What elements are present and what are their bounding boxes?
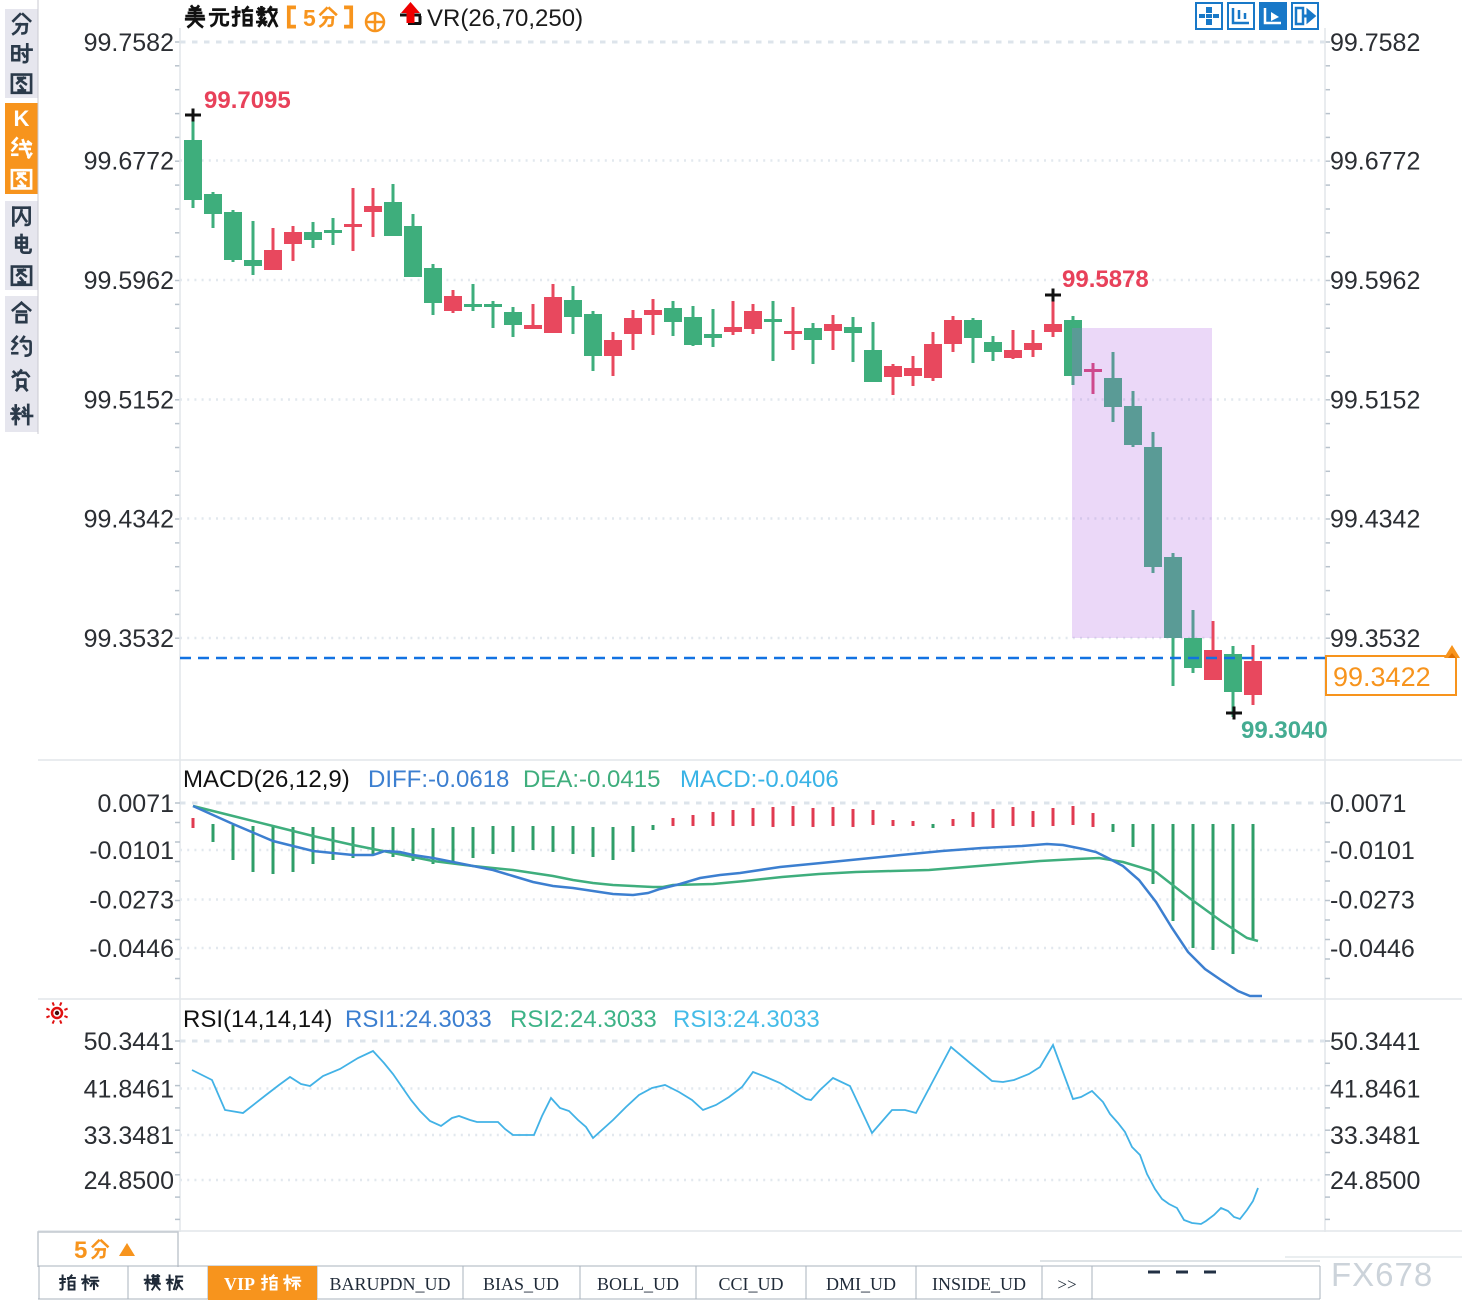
- svg-text:INSIDE_UD: INSIDE_UD: [932, 1274, 1026, 1294]
- svg-text:24.8500: 24.8500: [1330, 1167, 1420, 1195]
- svg-text:-0.0273: -0.0273: [1330, 887, 1415, 915]
- svg-text:33.3481: 33.3481: [1330, 1122, 1420, 1150]
- svg-text:99.5152: 99.5152: [84, 387, 174, 415]
- svg-text:99.3040: 99.3040: [1241, 717, 1328, 744]
- svg-text:99.5962: 99.5962: [1330, 267, 1420, 295]
- svg-text:99.5152: 99.5152: [1330, 387, 1420, 415]
- svg-text:99.6772: 99.6772: [84, 148, 174, 176]
- svg-text:99.5962: 99.5962: [84, 267, 174, 295]
- svg-text:-0.0446: -0.0446: [1330, 935, 1415, 963]
- svg-text:99.3532: 99.3532: [84, 625, 174, 653]
- svg-text:RSI2:24.3033: RSI2:24.3033: [510, 1006, 657, 1033]
- svg-text:DIFF:-0.0618: DIFF:-0.0618: [368, 766, 509, 793]
- svg-text:K: K: [14, 106, 30, 131]
- svg-text:33.3481: 33.3481: [84, 1122, 174, 1150]
- svg-text:99.3532: 99.3532: [1330, 625, 1420, 653]
- svg-text:99.7582: 99.7582: [1330, 29, 1420, 57]
- svg-text:5: 5: [74, 1237, 87, 1264]
- svg-text:BARUPDN_UD: BARUPDN_UD: [329, 1274, 450, 1294]
- svg-text:RSI3:24.3033: RSI3:24.3033: [673, 1006, 820, 1033]
- svg-text:5: 5: [303, 5, 316, 31]
- svg-text:MACD(26,12,9): MACD(26,12,9): [183, 766, 350, 793]
- svg-text:-0.0101: -0.0101: [89, 837, 174, 865]
- svg-text:>>: >>: [1057, 1275, 1076, 1294]
- svg-text:99.3422: 99.3422: [1333, 662, 1431, 692]
- svg-text:VIP: VIP: [224, 1274, 255, 1294]
- svg-text:0.0071: 0.0071: [1330, 790, 1406, 818]
- svg-text:FX678: FX678: [1331, 1256, 1433, 1293]
- svg-text:BIAS_UD: BIAS_UD: [483, 1274, 559, 1294]
- svg-text:99.6772: 99.6772: [1330, 148, 1420, 176]
- svg-text:99.7582: 99.7582: [84, 29, 174, 57]
- svg-text:99.7095: 99.7095: [204, 87, 291, 114]
- svg-text:24.8500: 24.8500: [84, 1167, 174, 1195]
- svg-text:99.4342: 99.4342: [84, 506, 174, 534]
- svg-text:DEA:-0.0415: DEA:-0.0415: [523, 766, 660, 793]
- svg-text:RSI1:24.3033: RSI1:24.3033: [345, 1006, 492, 1033]
- svg-text:50.3441: 50.3441: [84, 1028, 174, 1056]
- svg-text:99.4342: 99.4342: [1330, 506, 1420, 534]
- svg-text:MACD:-0.0406: MACD:-0.0406: [680, 766, 839, 793]
- svg-text:CCI_UD: CCI_UD: [718, 1274, 783, 1294]
- svg-text:-0.0273: -0.0273: [89, 887, 174, 915]
- svg-text:41.8461: 41.8461: [1330, 1076, 1420, 1104]
- svg-text:-0.0446: -0.0446: [89, 935, 174, 963]
- svg-text:-0.0101: -0.0101: [1330, 837, 1415, 865]
- svg-text:BOLL_UD: BOLL_UD: [597, 1274, 679, 1294]
- svg-text:RSI(14,14,14): RSI(14,14,14): [183, 1006, 332, 1033]
- svg-text:50.3441: 50.3441: [1330, 1028, 1420, 1056]
- svg-text:0.0071: 0.0071: [98, 790, 174, 818]
- svg-text:DMI_UD: DMI_UD: [826, 1274, 896, 1294]
- svg-text:41.8461: 41.8461: [84, 1076, 174, 1104]
- svg-text:VR(26,70,250): VR(26,70,250): [427, 5, 583, 32]
- svg-text:99.5878: 99.5878: [1062, 266, 1149, 293]
